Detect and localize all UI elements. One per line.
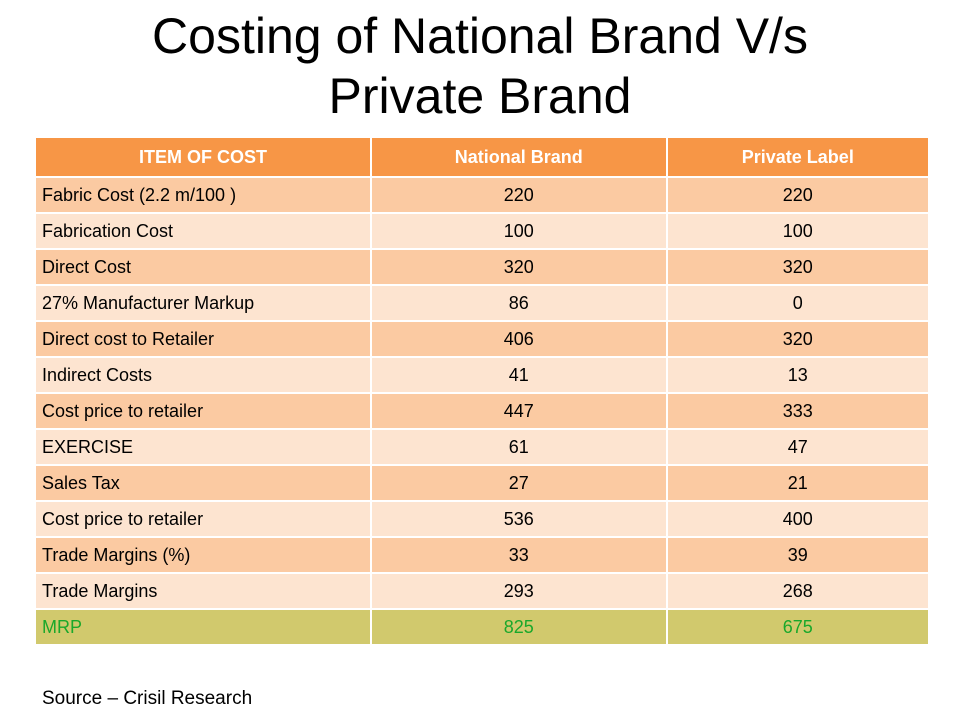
national-brand-cell: 825 <box>370 608 668 646</box>
private-label-cell: 320 <box>665 320 931 358</box>
national-brand-cell: 536 <box>370 500 668 538</box>
table-row: Trade Margins 293 268 <box>34 572 931 610</box>
header-item-of-cost: ITEM OF COST <box>34 136 372 178</box>
private-label-cell: 675 <box>665 608 931 646</box>
national-brand-cell: 100 <box>370 212 668 250</box>
table-row: Direct cost to Retailer 406 320 <box>34 320 931 358</box>
item-cell: Trade Margins <box>34 572 372 610</box>
national-brand-cell: 293 <box>370 572 668 610</box>
private-label-cell: 268 <box>665 572 931 610</box>
item-cell: Sales Tax <box>34 464 372 502</box>
private-label-cell: 400 <box>665 500 931 538</box>
mrp-row: MRP 825 675 <box>34 608 931 646</box>
national-brand-cell: 320 <box>370 248 668 286</box>
table-header-row: ITEM OF COST National Brand Private Labe… <box>34 136 931 178</box>
private-label-cell: 0 <box>665 284 931 322</box>
private-label-cell: 13 <box>665 356 931 394</box>
item-cell: Direct Cost <box>34 248 372 286</box>
item-cell: Cost price to retailer <box>34 392 372 430</box>
item-cell: Direct cost to Retailer <box>34 320 372 358</box>
item-cell: 27% Manufacturer Markup <box>34 284 372 322</box>
table-row: Fabric Cost (2.2 m/100 ) 220 220 <box>34 176 931 214</box>
item-cell: Indirect Costs <box>34 356 372 394</box>
table-row: Trade Margins (%) 33 39 <box>34 536 931 574</box>
slide-title-line-2: Private Brand <box>328 68 632 124</box>
slide-title-line-1: Costing of National Brand V/s <box>152 8 808 64</box>
national-brand-cell: 41 <box>370 356 668 394</box>
national-brand-cell: 61 <box>370 428 668 466</box>
table-row: Cost price to retailer 447 333 <box>34 392 931 430</box>
private-label-cell: 333 <box>665 392 931 430</box>
national-brand-cell: 220 <box>370 176 668 214</box>
national-brand-cell: 447 <box>370 392 668 430</box>
table-row: 27% Manufacturer Markup 86 0 <box>34 284 931 322</box>
national-brand-cell: 406 <box>370 320 668 358</box>
table-row: Fabrication Cost 100 100 <box>34 212 931 250</box>
private-label-cell: 39 <box>665 536 931 574</box>
private-label-cell: 47 <box>665 428 931 466</box>
header-national-brand: National Brand <box>370 136 668 178</box>
table-row: Indirect Costs 41 13 <box>34 356 931 394</box>
table-row: EXERCISE 61 47 <box>34 428 931 466</box>
private-label-cell: 320 <box>665 248 931 286</box>
item-cell: Fabric Cost (2.2 m/100 ) <box>34 176 372 214</box>
item-cell: MRP <box>34 608 372 646</box>
header-private-label: Private Label <box>665 136 931 178</box>
item-cell: EXERCISE <box>34 428 372 466</box>
national-brand-cell: 33 <box>370 536 668 574</box>
national-brand-cell: 27 <box>370 464 668 502</box>
source-note: Source – Crisil Research <box>42 688 253 709</box>
table-row: Sales Tax 27 21 <box>34 464 931 502</box>
cost-comparison-table: ITEM OF COST National Brand Private Labe… <box>34 136 931 646</box>
slide-title: Costing of National Brand V/s Private Br… <box>0 6 960 126</box>
private-label-cell: 220 <box>665 176 931 214</box>
item-cell: Fabrication Cost <box>34 212 372 250</box>
item-cell: Trade Margins (%) <box>34 536 372 574</box>
national-brand-cell: 86 <box>370 284 668 322</box>
private-label-cell: 100 <box>665 212 931 250</box>
table-row: Direct Cost 320 320 <box>34 248 931 286</box>
item-cell: Cost price to retailer <box>34 500 372 538</box>
table-row: Cost price to retailer 536 400 <box>34 500 931 538</box>
private-label-cell: 21 <box>665 464 931 502</box>
